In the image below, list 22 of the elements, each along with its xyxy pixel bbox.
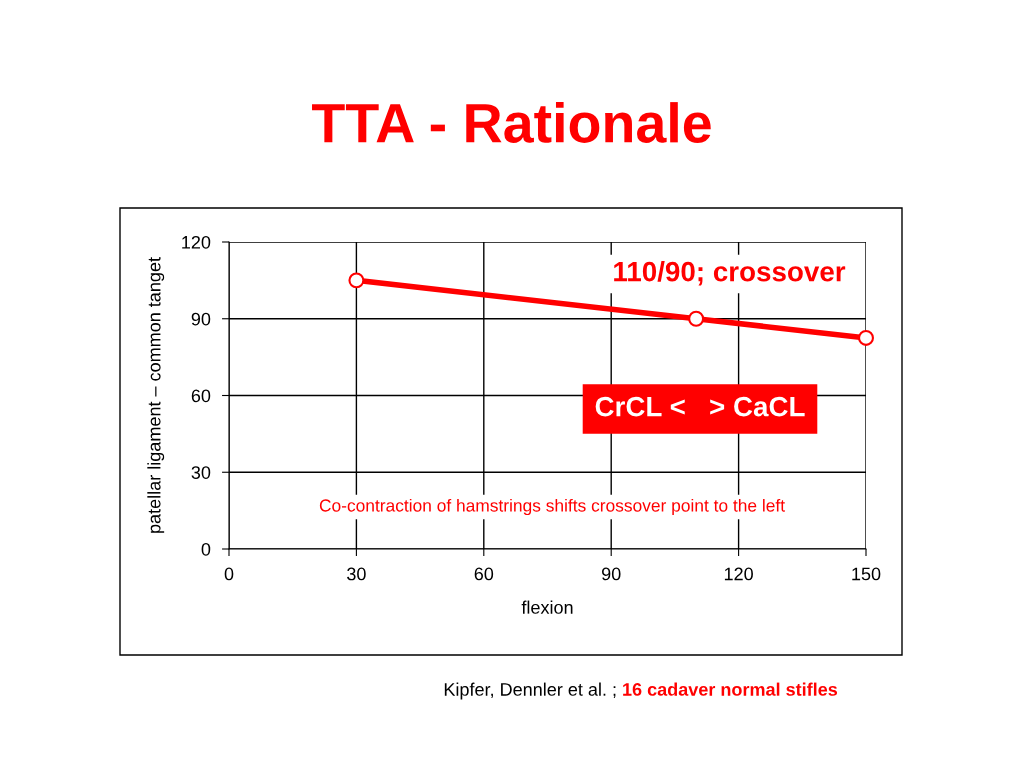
y-tick-label: 0 [201,542,211,556]
point [688,310,705,327]
x-tick-label: 150 [852,567,881,581]
annotation: 110/90; crossover [614,261,846,286]
text: Kipfer, Dennler et al. ; [444,682,616,700]
y-tick-label: 60 [191,389,211,403]
y-tick-label: 120 [182,235,211,249]
chart-title: TTA - Rationale [312,102,711,143]
x-tick-label: 120 [724,567,753,581]
y-tick-label: 90 [191,312,211,326]
x-tick-label: 30 [347,567,366,581]
x-tick-label: 90 [602,567,621,581]
x-axis-title: flexion [521,600,573,614]
annotation: Co-contraction of hamstrings shifts crossover point to the left [319,498,785,516]
text: 16 cadaver normal stifles [623,682,838,696]
y-axis-title: patellar ligament – common tanget [147,257,165,533]
x-tick-label: 0 [224,567,234,581]
point [858,329,874,346]
y-tick-label: 30 [191,466,211,479]
annotation: CrCL < > CaCL [595,396,805,417]
point [348,272,365,289]
x-tick-label: 60 [474,567,494,581]
